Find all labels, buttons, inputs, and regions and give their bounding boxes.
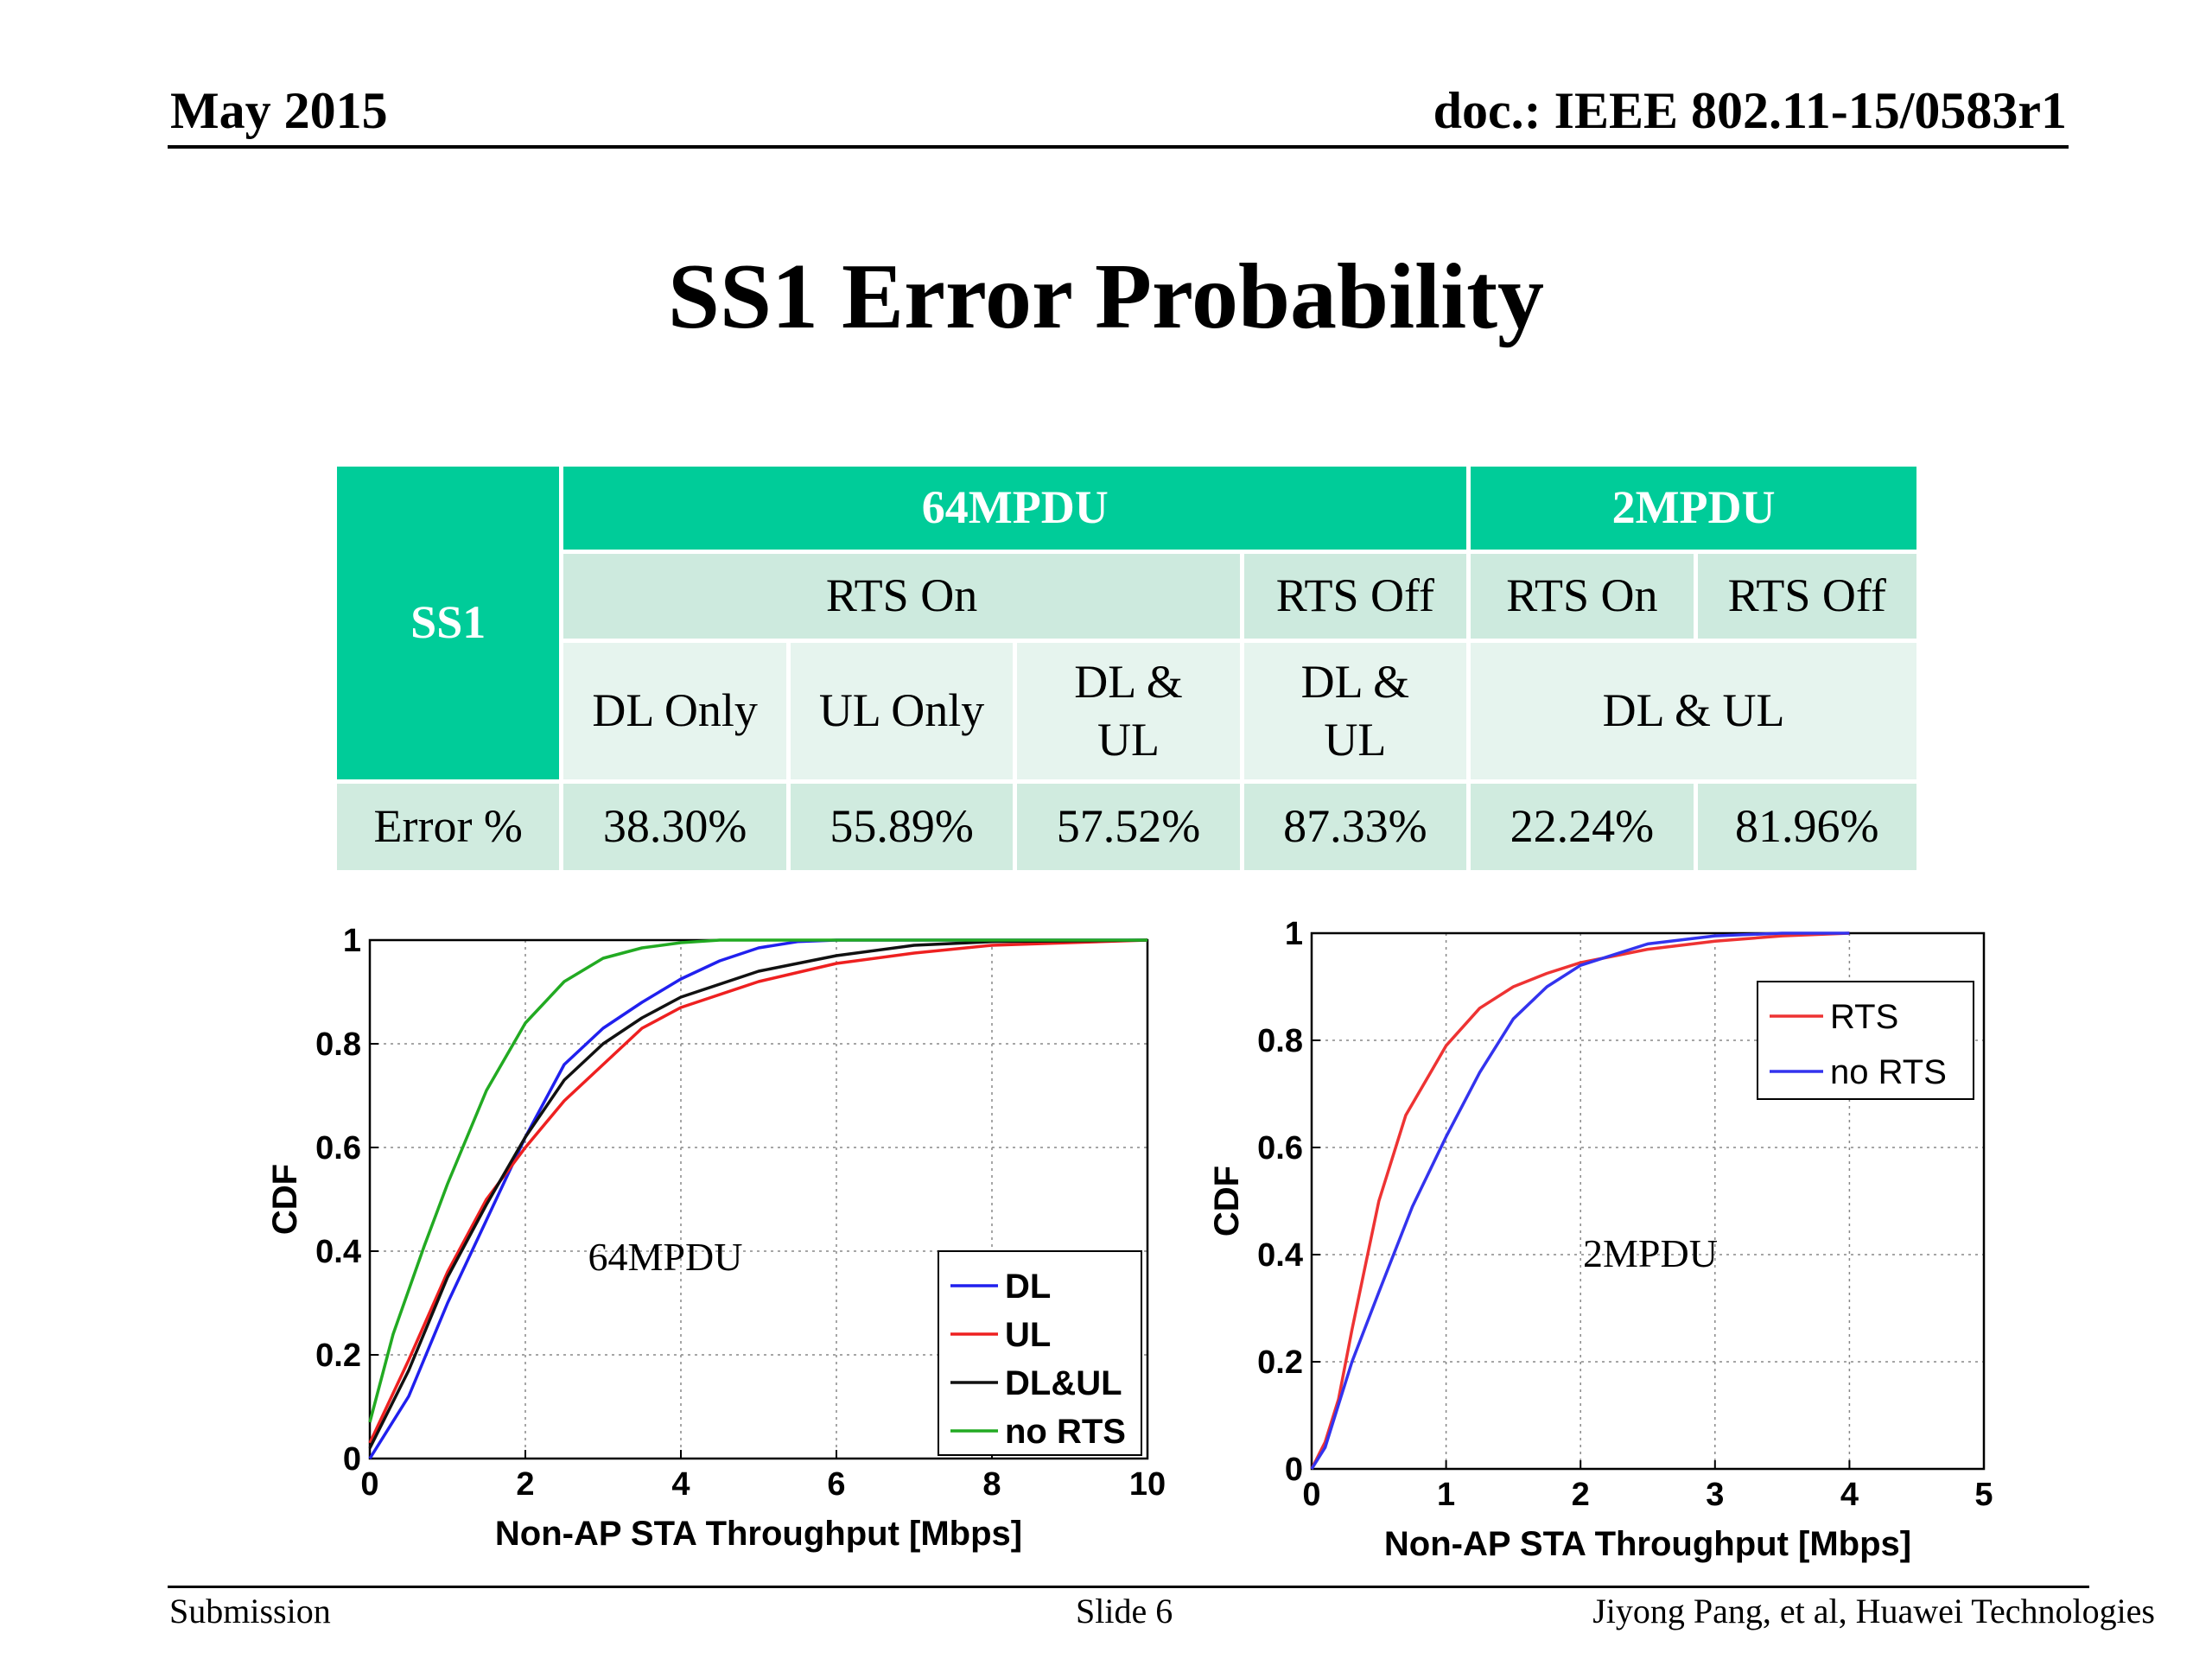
chart-64mpdu: 0 2 4 6 8 10 0 0.2 0.4 0.6 0.8 1 Non-AP STA Throughp… <box>266 923 1166 1553</box>
y-tick-label: 0.2 <box>315 1338 361 1374</box>
footer-rule <box>168 1586 2089 1588</box>
y-tick-label: 0 <box>1285 1452 1303 1488</box>
table-cell: 57.52% <box>1017 784 1240 870</box>
error-table: SS1 64MPDU 2MPDU RTS On RTS Off RTS On R… <box>333 462 1921 874</box>
header-dl-only: DL Only <box>563 643 786 779</box>
header-rts-off: RTS Off <box>1243 554 1467 639</box>
x-tick-label: 8 <box>982 1466 1001 1503</box>
footer-slide-number: Slide 6 <box>1076 1592 1173 1630</box>
series-line-1 <box>1310 931 1850 1470</box>
header-rule <box>168 145 2069 149</box>
y-tick-label: 0.2 <box>1257 1344 1303 1381</box>
header-rts-on: RTS On <box>563 554 1240 639</box>
table-cell: 87.33% <box>1243 784 1467 870</box>
x-tick-label: 4 <box>1840 1477 1859 1513</box>
y-axis-label: CDF <box>266 1164 304 1235</box>
chart-2mpdu: 0 1 2 3 4 5 0 0.2 0.4 0.6 0.8 1 Non-AP STA Throughpu… <box>1208 916 1993 1563</box>
legend-box <box>1757 981 1974 1100</box>
table-cell: 22.24% <box>1471 784 1694 870</box>
header-dl-ul-rts-on: DL & UL <box>1017 643 1240 779</box>
y-tick-label: 1 <box>1285 916 1303 952</box>
x-tick-label: 1 <box>1437 1477 1455 1513</box>
y-tick-label: 0.4 <box>315 1234 361 1270</box>
y-tick-label: 0 <box>343 1441 361 1478</box>
slide-title: SS1 Error Probability <box>667 245 1545 348</box>
row-label-error: Error % <box>337 784 560 870</box>
header-date: May 2015 <box>170 82 388 139</box>
y-tick-label: 0.6 <box>315 1130 361 1166</box>
y-axis-label: CDF <box>1208 1166 1246 1236</box>
x-tick-label: 0 <box>1302 1477 1320 1513</box>
y-tick-label: 1 <box>343 923 361 959</box>
legend-label: DL&UL <box>1005 1364 1122 1402</box>
legend-label: no RTS <box>1830 1053 1947 1091</box>
x-tick-label: 5 <box>1974 1477 1993 1513</box>
series-line-3 <box>368 938 1147 1423</box>
series-line-2 <box>368 938 1148 1449</box>
header-rts-on-2mpdu: RTS On <box>1471 554 1694 639</box>
legend-box <box>938 1250 1142 1456</box>
legend-label: no RTS <box>1005 1413 1126 1451</box>
x-axis-label: Non-AP STA Throughput [Mbps] <box>495 1515 1022 1553</box>
header-rts-off-2mpdu: RTS Off <box>1697 554 1916 639</box>
x-tick-label: 3 <box>1706 1477 1724 1513</box>
table-cell: 55.89% <box>790 784 1014 870</box>
chart-annotation: 2MPDU <box>1583 1231 1718 1275</box>
legend-label: DL <box>1005 1268 1051 1306</box>
series-line-1 <box>368 938 1148 1444</box>
y-tick-label: 0.4 <box>1257 1237 1303 1274</box>
legend-label: RTS <box>1830 998 1898 1036</box>
x-tick-label: 0 <box>360 1466 378 1503</box>
series-line-0 <box>1310 931 1850 1470</box>
x-tick-label: 2 <box>1572 1477 1590 1513</box>
header-64mpdu: 64MPDU <box>563 467 1467 550</box>
table-cell: 38.30% <box>563 784 786 870</box>
x-axis-label: Non-AP STA Throughput [Mbps] <box>1384 1525 1911 1563</box>
header-doc-id: doc.: IEEE 802.11-15/0583r1 <box>1433 82 2067 139</box>
footer-authors: Jiyong Pang, et al, Huawei Technologies <box>1592 1592 2155 1630</box>
x-tick-label: 4 <box>671 1466 690 1503</box>
x-tick-label: 6 <box>827 1466 845 1503</box>
legend-label: UL <box>1005 1316 1051 1354</box>
footer-submission: Submission <box>169 1592 331 1630</box>
x-tick-label: 10 <box>1129 1466 1166 1503</box>
header-ul-only: UL Only <box>790 643 1014 779</box>
table-cell: 81.96% <box>1697 784 1916 870</box>
y-tick-label: 0.6 <box>1257 1130 1303 1166</box>
header-2mpdu: 2MPDU <box>1471 467 1916 550</box>
table-corner: SS1 <box>337 467 560 779</box>
chart-annotation: 64MPDU <box>588 1235 743 1279</box>
header-dl-ul-rts-off: DL & UL <box>1243 643 1467 779</box>
plot-frame <box>1310 931 1986 1471</box>
y-tick-label: 0.8 <box>315 1027 361 1063</box>
y-tick-label: 0.8 <box>1257 1023 1303 1059</box>
header-dl-ul-2mpdu: DL & UL <box>1471 643 1916 779</box>
x-tick-label: 2 <box>516 1466 534 1503</box>
